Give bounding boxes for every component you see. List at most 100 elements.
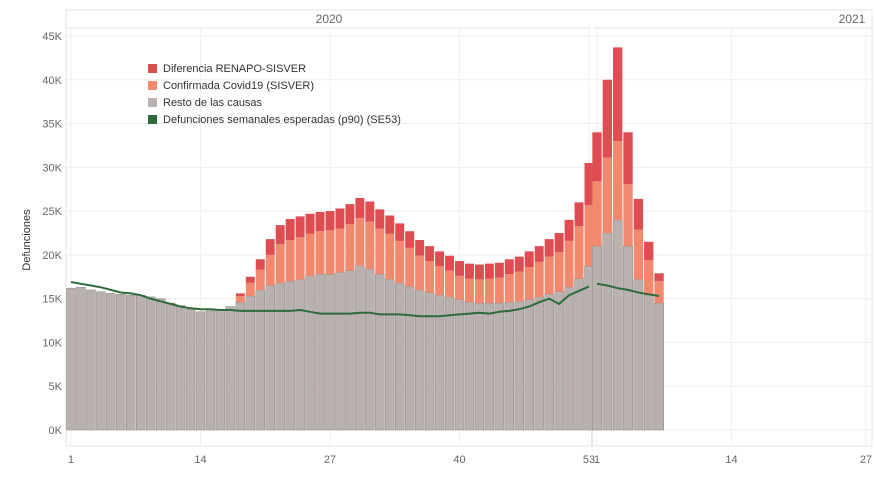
bar-diferencia [564, 219, 574, 241]
bar-confirmada [415, 255, 425, 290]
bar-diferencia [275, 225, 285, 245]
bar-resto [574, 278, 584, 431]
bar-diferencia [644, 241, 654, 261]
bar-diferencia [514, 256, 524, 272]
legend-label-esperadas: Defunciones semanales esperadas (p90) (S… [163, 114, 401, 126]
bar-confirmada [654, 281, 664, 304]
bar-resto [623, 245, 633, 431]
bar-resto [106, 293, 116, 431]
bar-resto [564, 287, 574, 431]
axes-layer: 0K 5K 10K 15K 20K 25K 30K 35K 40K 45K Defunciones 2… [21, 12, 872, 466]
bar-confirmada [365, 221, 375, 269]
bar-confirmada [574, 225, 584, 279]
x-tick-label-2021: 1 [594, 454, 600, 466]
bar-confirmada [335, 228, 345, 273]
bar-resto [185, 308, 196, 431]
bar-diferencia [305, 213, 315, 234]
bar-resto [195, 311, 206, 431]
line-esperadas-2021 [596, 282, 660, 297]
x-tick-label-2020: 1 [68, 454, 74, 466]
y-tick-label: 5K [49, 381, 63, 393]
y-tick-label: 25K [42, 206, 62, 218]
bar-resto [145, 296, 156, 431]
bar-diferencia [455, 261, 464, 276]
bar-resto [592, 245, 602, 431]
bar-diferencia [295, 216, 305, 238]
bar-diferencia [375, 209, 385, 229]
bar-diferencia [405, 231, 415, 248]
bar-resto [643, 294, 654, 431]
bar-confirmada [464, 278, 474, 303]
bar-confirmada [455, 275, 464, 300]
legend: Diferencia RENAPO-SISVER Confirmada Covid… [148, 63, 401, 126]
bar-resto [136, 294, 146, 431]
bar-confirmada [623, 183, 633, 247]
legend-label-diferencia: Diferencia RENAPO-SISVER [163, 63, 306, 75]
bar-resto [86, 289, 96, 431]
bar-diferencia [602, 79, 613, 158]
year-label-2021: 2021 [839, 12, 866, 26]
bar-resto [275, 282, 285, 431]
bar-resto [165, 302, 176, 431]
lines-layer [70, 281, 660, 318]
y-tick-label: 10K [42, 337, 62, 349]
bar-confirmada [325, 230, 335, 275]
bar-diferencia [425, 246, 435, 262]
bar-confirmada [644, 260, 654, 296]
bar-confirmada [484, 278, 494, 304]
bar-confirmada [375, 228, 385, 275]
bar-diferencia [335, 208, 345, 229]
bar-resto [385, 279, 395, 431]
bars-layer [66, 47, 665, 431]
bar-confirmada [355, 218, 365, 266]
bar-confirmada [265, 254, 275, 286]
bar-resto [414, 289, 425, 431]
bar-diferencia [445, 255, 455, 271]
bar-resto [404, 286, 415, 431]
bar-resto [225, 306, 236, 431]
bar-diferencia [385, 215, 395, 234]
bar-diferencia [494, 262, 504, 278]
bar-confirmada [524, 267, 534, 300]
bar-confirmada [235, 296, 245, 303]
bar-confirmada [435, 266, 445, 296]
bar-confirmada [494, 277, 504, 304]
bar-confirmada [385, 233, 395, 280]
bar-resto [325, 273, 335, 431]
bar-resto [126, 294, 136, 431]
bar-resto [424, 292, 435, 431]
y-tick-label: 40K [42, 75, 62, 87]
bar-confirmada [534, 261, 544, 297]
y-axis-label: Defunciones [21, 209, 33, 271]
bar-resto [295, 279, 305, 431]
bar-resto [464, 301, 475, 431]
bar-diferencia [524, 251, 534, 268]
bar-diferencia [613, 47, 623, 142]
bar-confirmada [245, 282, 255, 297]
y-tick-label: 35K [42, 119, 62, 131]
bar-diferencia [574, 202, 584, 226]
bar-confirmada [345, 224, 355, 271]
bar-resto [375, 273, 385, 431]
bar-diferencia [255, 259, 265, 270]
bar-diferencia [265, 239, 275, 255]
bar-confirmada [295, 237, 305, 280]
bar-confirmada [305, 233, 315, 276]
bar-resto [245, 295, 256, 431]
bar-resto [654, 302, 665, 431]
bar-resto [554, 291, 564, 431]
bar-diferencia [534, 246, 544, 262]
bar-resto [365, 268, 375, 431]
bar-diferencia [355, 197, 365, 219]
line-esperadas-2020 [70, 281, 590, 318]
bar-confirmada [255, 269, 265, 290]
bar-confirmada [504, 274, 514, 303]
x-tick-label-2020: 27 [324, 454, 336, 466]
legend-swatch-confirmada [148, 81, 157, 90]
bar-confirmada [425, 261, 435, 293]
y-tick-label: 20K [42, 250, 62, 262]
bar-diferencia [435, 251, 445, 267]
bar-confirmada [514, 271, 524, 302]
bar-confirmada [584, 204, 594, 267]
